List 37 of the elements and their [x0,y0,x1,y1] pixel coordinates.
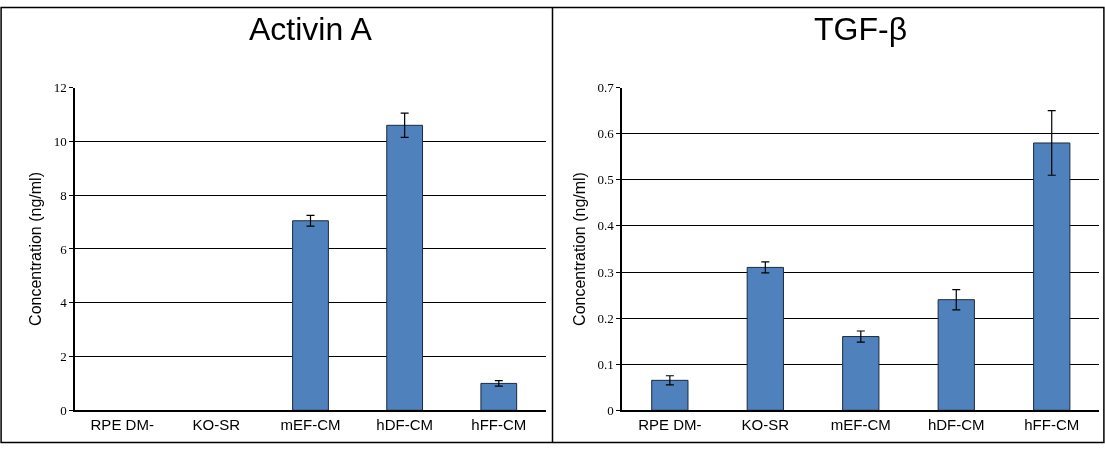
y-tick-label: 8 [60,187,67,203]
y-axis-title: Concentration (ng/ml) [27,172,45,326]
bar [746,266,784,411]
bar [1033,142,1071,411]
y-tick-label: 0 [60,402,67,418]
y-tick-label: 6 [60,241,68,257]
chart-title: TGF-β [814,11,908,47]
y-tick-label: 10 [53,133,67,149]
y-tick-label: 0.5 [597,172,614,188]
x-tick-label: hFF-CM [471,416,527,434]
y-tick-label: 0 [607,402,614,418]
y-tick-label: 4 [60,295,68,311]
y-tick-label: 0.4 [597,218,615,234]
bar [842,336,880,411]
y-axis-title: Concentration (ng/ml) [570,172,588,326]
bar [651,379,689,411]
y-tick-label: 2 [60,349,67,365]
x-tick-label: mEF-CM [280,416,341,434]
x-tick-label: mEF-CM [830,416,891,434]
chart-title: Activin A [249,11,373,47]
y-tick-label: 12 [53,80,67,96]
y-tick-label: 0.6 [597,126,615,142]
x-tick-label: hDF-CM [376,416,433,434]
y-tick-label: 0.3 [597,264,614,280]
x-tick-label: KO-SR [741,416,790,434]
x-tick-label: KO-SR [192,416,241,434]
bar [386,124,424,411]
bar [292,220,329,411]
bar [937,299,975,411]
x-tick-label: RPE DM- [638,416,702,434]
y-tick-label: 0.1 [597,356,614,372]
x-tick-label: hDF-CM [927,416,985,434]
x-tick-label: RPE DM- [90,416,154,434]
y-tick-label: 0.7 [597,80,615,96]
bar [480,382,518,411]
x-tick-label: hFF-CM [1024,416,1080,434]
y-tick-label: 0.2 [597,310,614,326]
